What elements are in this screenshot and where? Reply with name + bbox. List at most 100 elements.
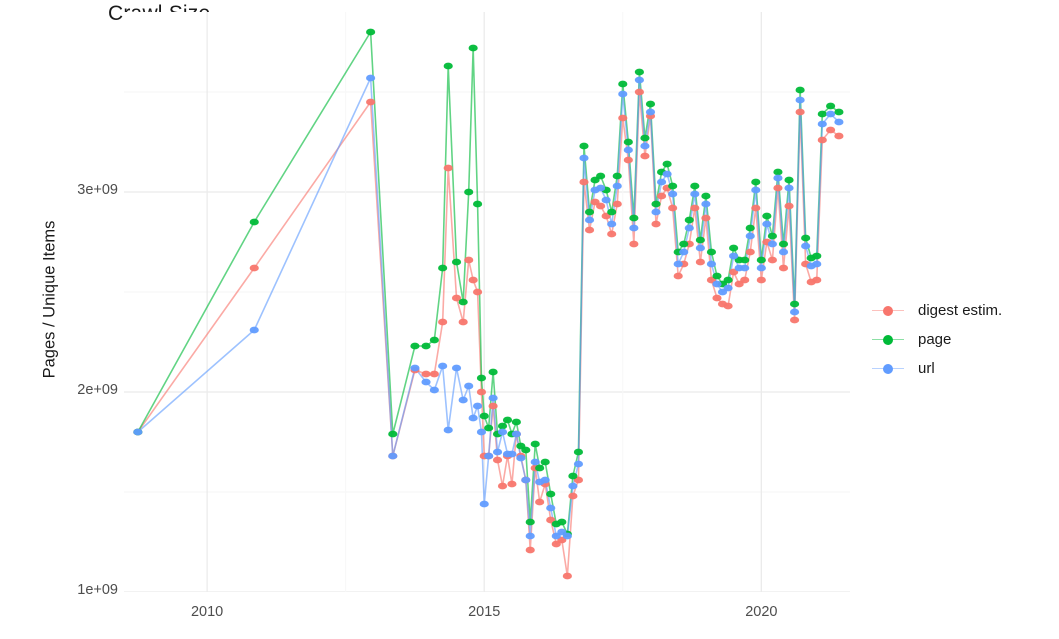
data-point [476,428,487,436]
data-point [712,280,722,288]
data-point [540,458,550,466]
data-point [695,236,705,244]
data-point [690,204,700,212]
data-point [767,240,778,248]
data-point [488,394,498,402]
data-point [723,284,733,292]
data-point [429,370,439,378]
data-point [458,298,468,306]
data-point [629,224,639,232]
data-point [421,370,431,378]
data-point [472,402,483,410]
data-point [729,244,739,252]
data-point [507,450,517,458]
data-point [579,142,589,150]
y-axis-tick-labels: 1e+09 2e+09 3e+09 [0,0,118,639]
data-point [464,256,474,264]
data-point [458,396,468,404]
data-point [662,170,672,178]
legend-key-icon [872,360,904,378]
data-point [723,276,733,284]
data-point [472,200,483,208]
data-point [745,248,755,256]
data-point [502,416,513,424]
data-point [525,532,535,540]
y-tick-label: 3e+09 [77,182,118,198]
data-point [249,264,259,272]
data-point [740,256,750,264]
data-point [464,188,474,196]
data-point [745,232,755,240]
data-point [438,318,448,326]
data-point [568,492,578,500]
data-point [834,132,844,140]
data-point [612,200,622,208]
data-point [618,80,628,88]
series-points [133,28,844,580]
data-point [773,168,783,176]
legend-item-digest[interactable]: digest estim. [872,298,1052,323]
data-point [684,224,694,232]
legend: digest estim. page url [872,298,1052,385]
data-point [443,164,453,172]
data-point [695,258,705,266]
legend-item-page[interactable]: page [872,327,1052,352]
data-point [573,448,584,456]
data-point [468,414,478,422]
data-point [623,138,633,146]
data-point [511,418,521,426]
x-tick-label: 2015 [468,604,501,620]
legend-key-icon [872,302,904,320]
data-point [640,134,650,142]
data-point [834,108,844,116]
data-point [584,226,595,234]
data-point [712,272,722,280]
data-point [640,142,650,150]
data-point [429,386,439,394]
data-point [762,212,772,220]
data-point [562,532,572,540]
data-point [767,256,778,264]
data-point [795,96,805,104]
data-point [479,500,489,508]
data-point [701,214,711,222]
data-point [645,100,656,108]
plot-panel [124,12,850,592]
data-point [472,288,483,296]
legend-label: digest estim. [918,302,1003,319]
data-point [607,230,617,238]
data-point [656,178,667,186]
data-point [492,456,503,464]
data-point [690,182,700,190]
data-point [546,504,556,512]
data-point [745,224,755,232]
legend-item-url[interactable]: url [872,356,1052,381]
legend-label: page [918,331,952,348]
plot-svg [124,12,850,592]
data-point [740,264,750,272]
data-point [634,88,644,96]
data-point [640,152,650,160]
data-point [443,426,453,434]
legend-key-icon [872,331,904,349]
data-point [546,490,556,498]
data-point [668,182,678,190]
data-point [507,480,517,488]
data-point [812,252,822,260]
data-point [767,232,778,240]
data-point [651,220,661,228]
data-point [789,300,800,308]
data-point [479,412,489,420]
data-point [623,146,633,154]
data-point [249,326,259,334]
data-point [579,178,589,186]
data-point [249,218,259,226]
data-point [468,44,478,52]
data-point [695,244,705,252]
data-point [618,90,628,98]
data-point [756,276,766,284]
data-point [679,240,689,248]
data-point [812,260,822,268]
data-point [834,118,844,126]
data-point [645,108,656,116]
